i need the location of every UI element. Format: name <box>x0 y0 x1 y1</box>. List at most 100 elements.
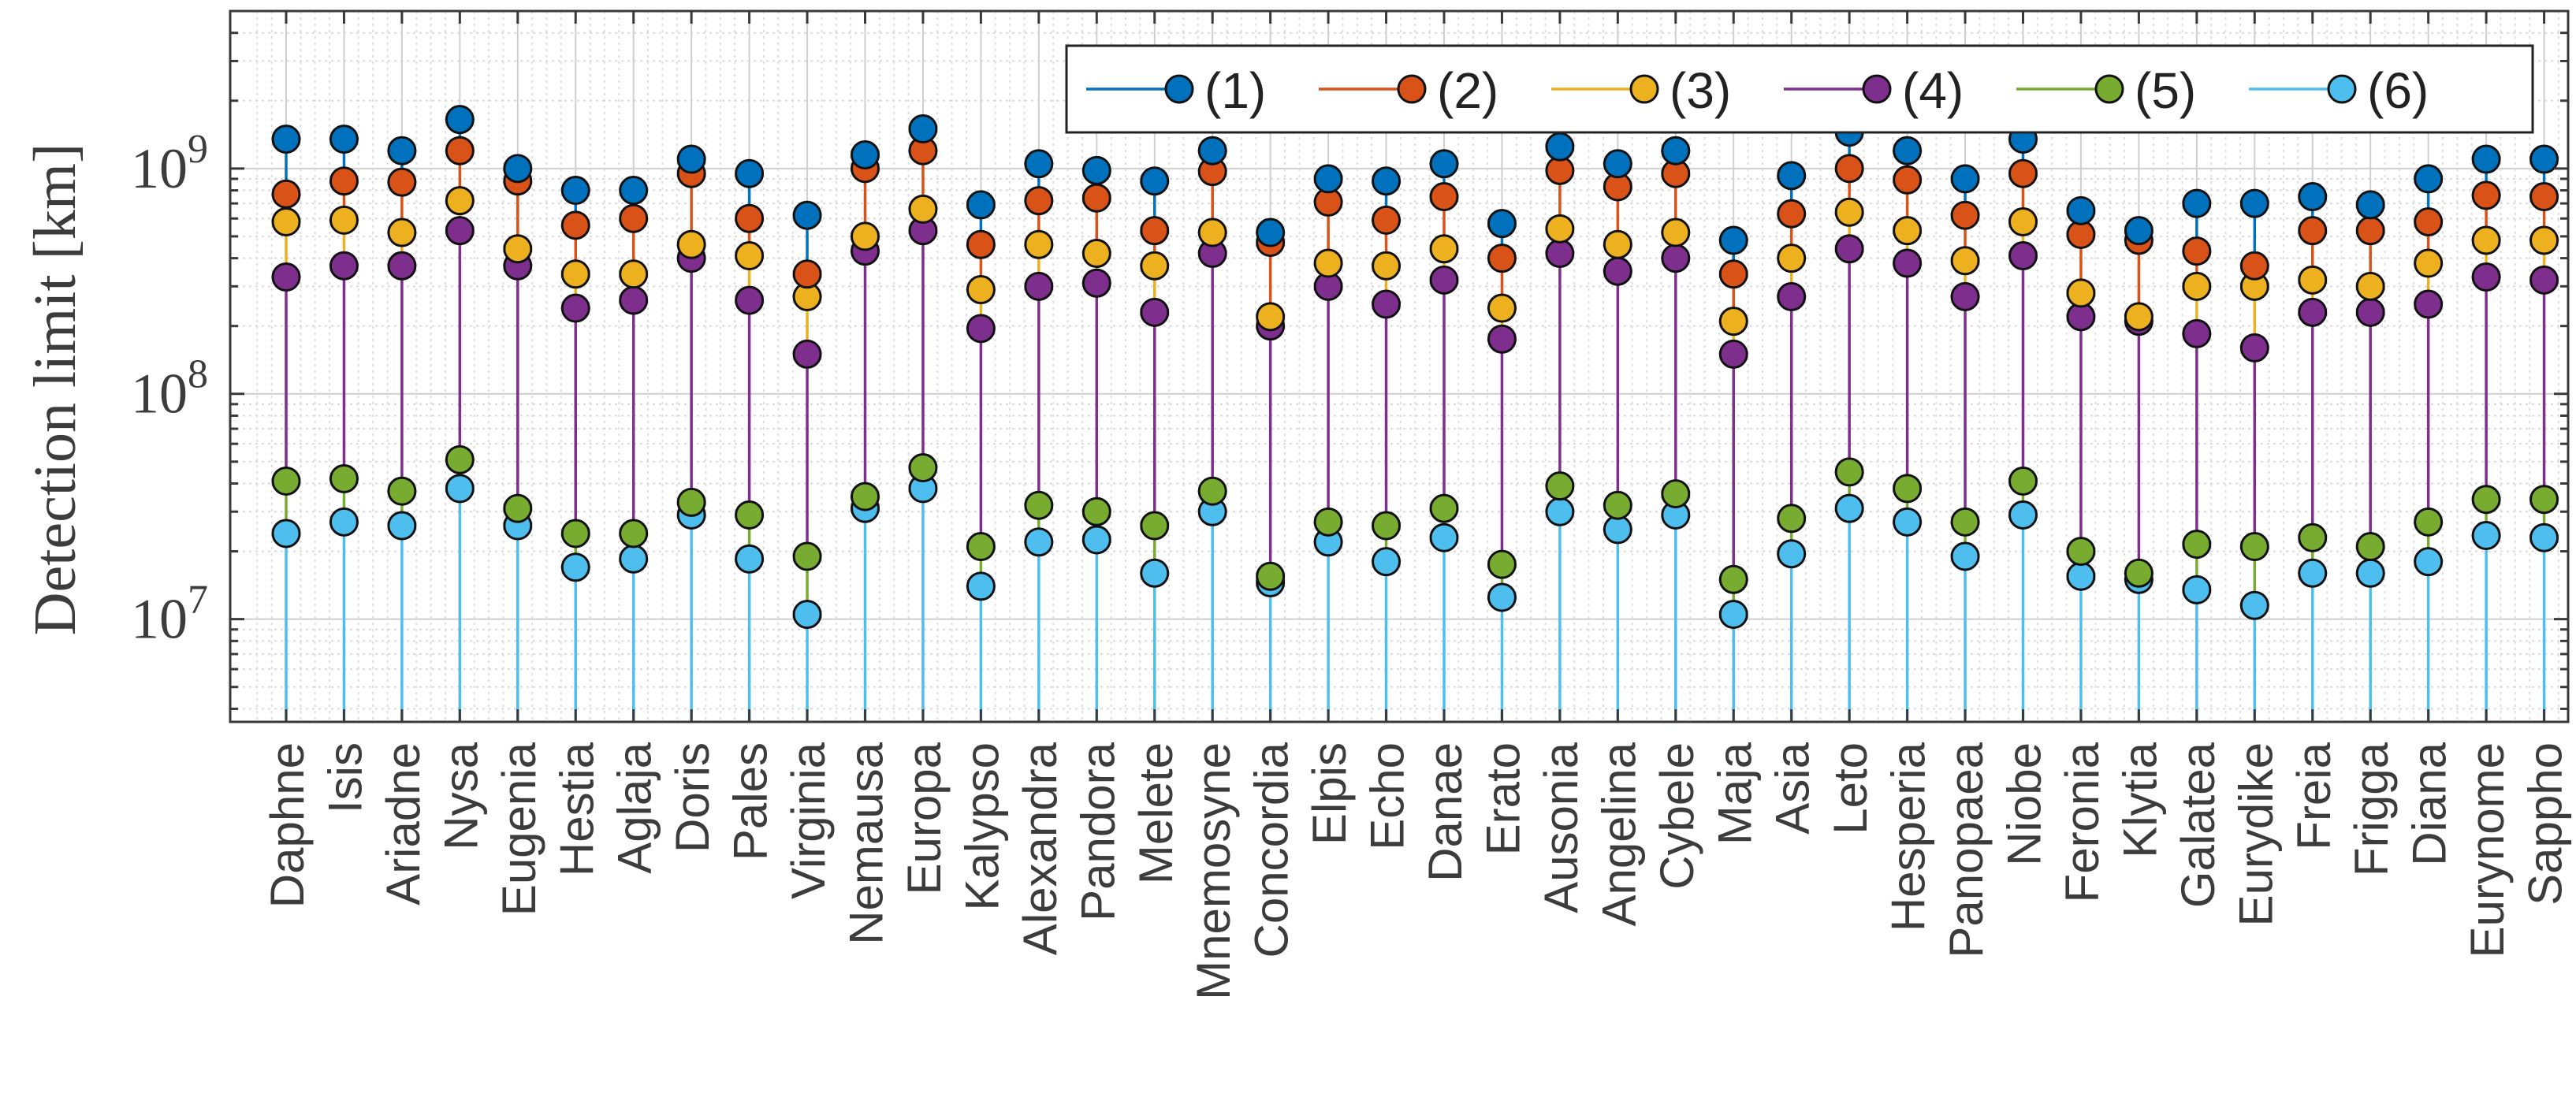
data-point <box>2414 289 2444 319</box>
data-point <box>1603 229 1632 259</box>
data-point <box>1777 539 1807 569</box>
data-point <box>619 285 649 315</box>
data-point <box>2355 190 2385 220</box>
data-point <box>2239 251 2269 281</box>
data-point <box>619 544 649 574</box>
data-point <box>329 166 359 196</box>
data-point <box>1081 496 1111 526</box>
data-point <box>2182 271 2212 301</box>
data-point <box>2124 302 2153 332</box>
data-point <box>445 105 475 135</box>
data-point <box>1081 268 1111 298</box>
data-point <box>1372 205 1402 235</box>
data-point <box>619 176 649 206</box>
data-point <box>1950 281 1980 311</box>
data-point <box>1777 504 1807 534</box>
legend: (1) (2) (3) (4) (5) (6) <box>1065 44 2534 134</box>
legend-marker <box>1862 74 1892 104</box>
data-point <box>2471 485 2501 515</box>
data-point <box>1256 561 1286 591</box>
data-point <box>2066 561 2096 591</box>
x-tick-label: Klytia <box>2113 742 2166 857</box>
data-point <box>1081 525 1111 555</box>
data-point <box>1487 582 1517 612</box>
data-point <box>619 203 649 233</box>
data-point <box>1081 155 1111 185</box>
legend-marker <box>1397 74 1427 104</box>
data-point <box>676 229 706 259</box>
legend-label: (4) <box>1902 62 1964 119</box>
data-point <box>966 229 996 259</box>
data-point <box>1197 218 1227 247</box>
data-point <box>1834 493 1864 523</box>
data-point <box>1256 302 1286 332</box>
data-point <box>1950 541 1980 571</box>
axes-box <box>229 9 2570 723</box>
data-point <box>1024 186 1054 216</box>
data-point <box>1429 234 1459 264</box>
axes: Daphne Isis Ariadne Nysa Eugenia Hestia Aglaja… <box>131 9 2572 1000</box>
data-point <box>2182 188 2212 218</box>
data-point <box>1545 214 1575 244</box>
data-point <box>619 519 649 548</box>
data-point <box>966 314 996 344</box>
data-point <box>792 600 822 630</box>
x-tick-label: Isis <box>318 742 371 813</box>
data-point <box>2529 485 2559 515</box>
x-tick-label: Eurynome <box>2461 742 2514 958</box>
data-point <box>2529 225 2559 255</box>
data-point <box>1950 507 1980 537</box>
data-point <box>2298 216 2328 246</box>
data-point <box>2355 558 2385 588</box>
data-point <box>271 179 301 209</box>
x-tick-label: Ariadne <box>377 742 430 905</box>
x-tick-label: Eugenia <box>493 742 545 916</box>
x-tick-label: Hesperia <box>1882 742 1935 932</box>
data-point <box>966 532 996 562</box>
data-point <box>735 158 765 188</box>
x-tick-label: Panopaea <box>1940 742 1993 958</box>
data-point <box>329 205 359 235</box>
data-point <box>1140 216 1170 246</box>
data-point <box>2414 206 2444 236</box>
data-point <box>908 452 938 482</box>
data-point <box>2414 547 2444 577</box>
data-point <box>1372 289 1402 319</box>
data-point <box>387 476 417 506</box>
data-point <box>1313 507 1343 537</box>
data-point <box>1429 182 1459 212</box>
data-point <box>1487 324 1517 354</box>
data-point <box>1777 281 1807 311</box>
data-point <box>1718 339 1748 369</box>
data-point <box>908 113 938 143</box>
data-point <box>2414 507 2444 537</box>
x-tick-label: Danae <box>1419 742 1472 882</box>
data-point <box>2298 522 2328 552</box>
data-point <box>2182 236 2212 266</box>
data-point <box>1024 271 1054 301</box>
x-tick-label: Niobe <box>1998 742 2051 866</box>
data-point <box>2414 248 2444 278</box>
data-point <box>1834 154 1864 184</box>
data-point <box>1140 511 1170 541</box>
data-point <box>1777 161 1807 191</box>
data-point <box>1893 216 1923 246</box>
data-point <box>966 190 996 220</box>
data-point <box>2182 575 2212 604</box>
data-point <box>387 218 417 247</box>
data-point <box>271 466 301 496</box>
markers <box>271 105 2559 630</box>
x-tick-label: Melete <box>1130 742 1182 884</box>
data-point <box>387 136 417 165</box>
data-point <box>908 194 938 224</box>
data-point <box>1545 471 1575 501</box>
data-point <box>445 444 475 474</box>
x-tick-label: Pales <box>724 742 777 861</box>
y-tick-base: 10 <box>131 137 188 200</box>
data-point <box>1893 248 1923 278</box>
data-point <box>1256 218 1286 247</box>
data-point <box>966 571 996 601</box>
data-point <box>2066 195 2096 225</box>
